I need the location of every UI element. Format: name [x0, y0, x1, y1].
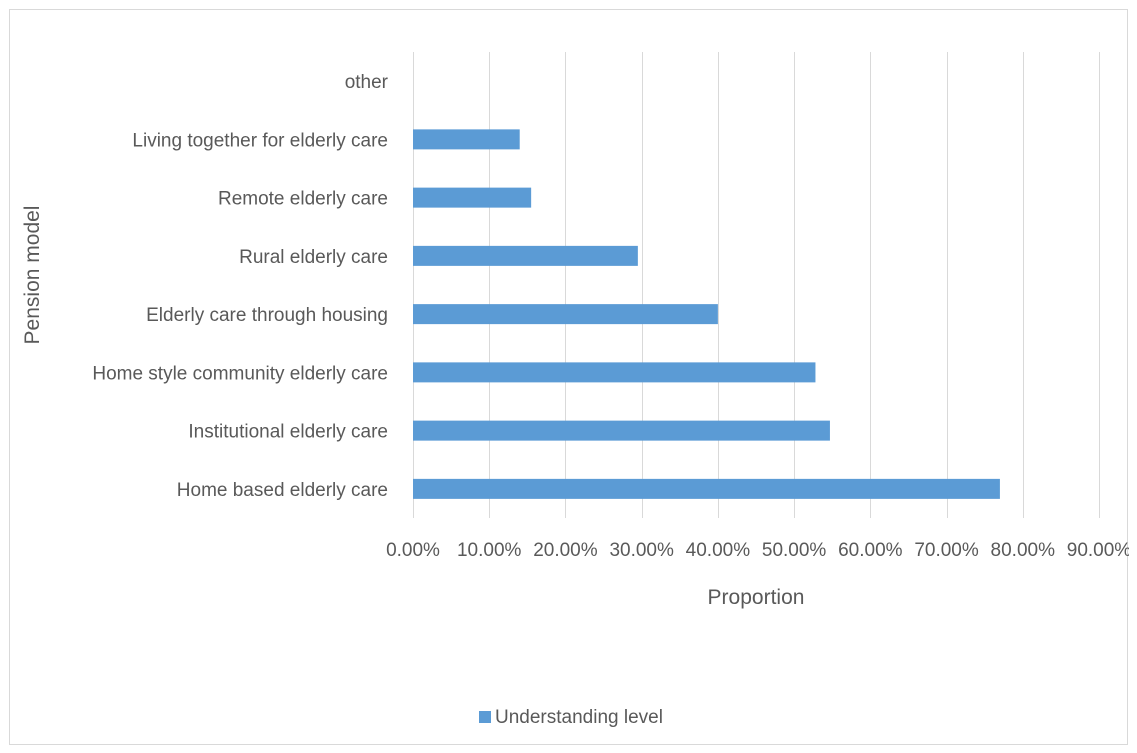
- bar-5: [413, 188, 531, 208]
- x-tick-label-8: 80.00%: [991, 540, 1056, 561]
- legend-label: Understanding level: [495, 707, 663, 728]
- legend: Understanding level: [479, 707, 663, 728]
- x-tick-label-6: 60.00%: [838, 540, 903, 561]
- x-tick-label-3: 30.00%: [609, 540, 674, 561]
- x-tick-labels: 0.00% 10.00% 20.00% 30.00% 40.00% 50.00% 60.00…: [386, 540, 1129, 561]
- category-label-2: Home style community elderly care: [92, 363, 388, 384]
- category-label-4: Rural elderly care: [239, 247, 388, 268]
- category-label-5: Remote elderly care: [218, 189, 388, 210]
- bar-2: [413, 362, 815, 382]
- category-label-6: Living together for elderly care: [132, 130, 388, 151]
- y-axis-title: Pension model: [21, 206, 44, 345]
- x-tick-label-4: 40.00%: [686, 540, 751, 561]
- x-tick-label-7: 70.00%: [914, 540, 979, 561]
- x-axis-title: Proportion: [708, 586, 805, 609]
- x-tick-label-2: 20.00%: [533, 540, 598, 561]
- category-label-7: other: [345, 72, 389, 93]
- bars: [413, 129, 1000, 499]
- bar-0: [413, 479, 1000, 499]
- x-tick-label-5: 50.00%: [762, 540, 827, 561]
- legend-swatch: [479, 711, 491, 723]
- bar-3: [413, 304, 718, 324]
- chart-frame: Home based elderly care Institutional eld…: [9, 9, 1128, 745]
- category-label-0: Home based elderly care: [177, 480, 388, 501]
- bar-6: [413, 129, 520, 149]
- x-tick-label-0: 0.00%: [386, 540, 440, 561]
- bar-1: [413, 421, 830, 441]
- bar-4: [413, 246, 638, 266]
- x-tick-label-9: 90.00%: [1067, 540, 1129, 561]
- category-labels: Home based elderly care Institutional eld…: [92, 72, 388, 501]
- x-tick-label-1: 10.00%: [457, 540, 522, 561]
- category-label-1: Institutional elderly care: [188, 422, 388, 443]
- bar-chart: Home based elderly care Institutional eld…: [10, 10, 1129, 746]
- gridlines: [414, 52, 1100, 518]
- category-label-3: Elderly care through housing: [146, 305, 388, 326]
